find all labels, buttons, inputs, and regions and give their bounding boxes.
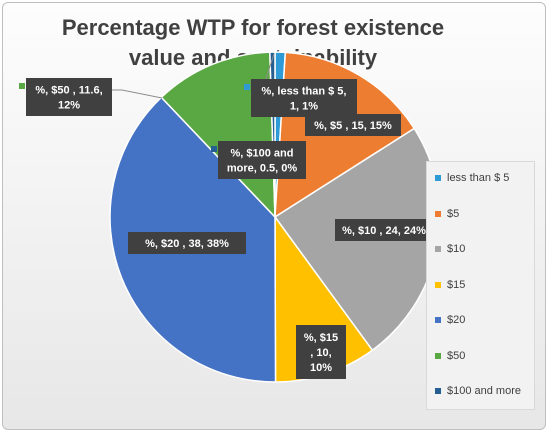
data-label-text-5: %, $5 , 15, 15% [314,120,392,132]
legend-item-100-and-more: $100 and more [435,385,521,397]
legend-swatch [435,317,441,324]
legend-item-less-than-5: less than $ 5 [435,172,509,184]
legend-label: $50 [447,349,466,362]
data-label-5: %, $5 , 15, 15% [305,114,401,136]
data-label-box-15 [296,325,346,379]
data-label-less-than-5: %, less than $ 5, 1, 1% [244,79,357,117]
data-label-text-15: 10% [310,362,332,374]
legend-item-50: $50 [435,350,465,362]
data-label-key-100-and-more [211,146,217,152]
legend-item-20: $20 [435,314,465,326]
legend-item-10: $10 [435,243,465,255]
chart-title-line-1: Percentage WTP for forest existence [61,15,445,40]
legend: less than $ 5 $5 $10 $15 $20 $50 $100 and more [426,161,535,410]
legend-swatch [435,281,441,288]
data-label-100-and-more: %, $100 and more, 0.5, 0% [211,141,306,179]
legend-label: $10 [447,243,466,256]
data-label-box-20 [128,232,246,254]
legend-label: $100 and more [447,385,521,398]
data-label-key-50 [19,83,25,89]
data-label-key-less-than-5 [244,84,250,90]
legend-item-5: $5 [435,208,459,220]
legend-swatch [435,388,441,395]
data-label-text-less-than-5: %, less than $ 5, [262,86,347,98]
data-label-text-20: %, $20 , 38, 38% [145,238,229,250]
legend-label: $15 [447,278,466,291]
data-label-box-10 [335,219,433,241]
data-label-text-100-and-more: %, $100 and [231,148,294,160]
data-label-15: %, $15 , 10, 10% [296,325,346,379]
data-label-text-100-and-more: more, 0.5, 0% [227,163,298,175]
data-label-box-50 [26,78,112,116]
legend-swatch [435,246,441,253]
data-label-box-5 [305,114,401,136]
legend-swatch [435,210,441,217]
data-label-50: %, $50 , 11.6, 12% [19,78,112,116]
leader-line-50 [112,89,163,99]
data-label-text-50: %, $50 , 11.6, [35,85,102,97]
data-label-text-15: %, $15 [304,332,338,344]
legend-swatch [435,175,441,182]
data-label-text-15: , 10, [310,347,331,359]
legend-label: $5 [447,207,460,220]
legend-label: less than $ 5 [447,172,510,185]
data-label-text-50: 12% [58,100,80,112]
data-label-box-100-and-more [218,141,306,179]
data-label-box-less-than-5 [251,79,357,117]
data-label-20: %, $20 , 38, 38% [128,232,246,254]
data-label-10: %, $10 , 24, 24% [335,219,433,241]
legend-label: $20 [447,314,466,327]
legend-swatch [435,352,441,359]
data-label-text-less-than-5: 1, 1% [290,101,318,113]
data-label-text-10: %, $10 , 24, 24% [342,225,426,237]
legend-item-15: $15 [435,279,465,291]
